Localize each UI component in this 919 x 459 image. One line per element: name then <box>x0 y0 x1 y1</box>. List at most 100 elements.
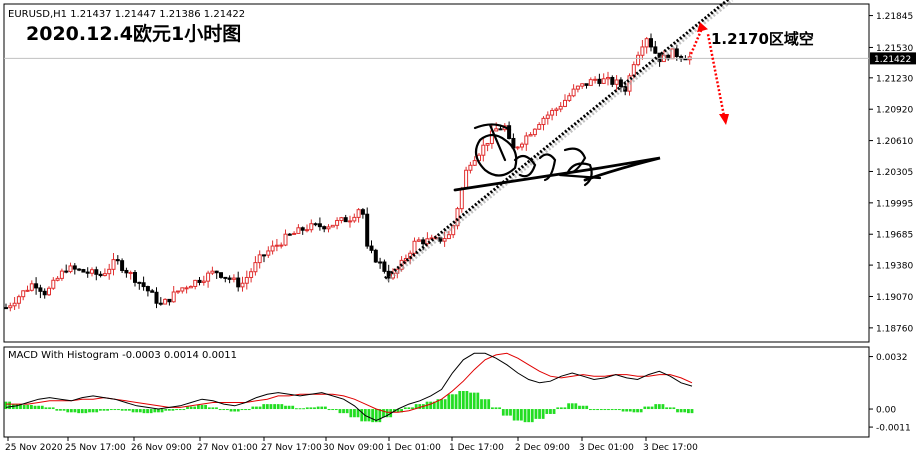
candle-body <box>283 233 288 246</box>
histogram-bar <box>251 406 255 410</box>
candle-body <box>133 272 137 283</box>
histogram-bar <box>33 405 37 410</box>
candle-body <box>356 209 361 218</box>
candle-body <box>201 280 206 283</box>
x-tick-label: 2 Dec 09:00 <box>515 443 570 453</box>
histogram-bar <box>309 407 313 410</box>
candle-body <box>485 142 490 146</box>
candle-body <box>305 229 309 232</box>
histogram-bar <box>491 407 494 410</box>
histogram-bar <box>164 409 168 411</box>
histogram-bar <box>236 409 240 412</box>
candle-body <box>42 290 47 296</box>
candle-body <box>674 48 679 57</box>
symbol-header: EURUSD,H1 1.21437 1.21447 1.21386 1.2142… <box>8 9 245 20</box>
histogram-bar <box>131 409 135 413</box>
candle-body <box>184 287 189 290</box>
histogram-bar <box>476 392 480 410</box>
candle <box>537 122 542 130</box>
candle-body <box>472 160 477 166</box>
candle-body <box>481 144 486 156</box>
candle <box>59 268 64 281</box>
candle <box>343 214 348 223</box>
histogram-bar <box>607 409 610 411</box>
candle-body <box>575 85 580 90</box>
candle <box>206 270 211 288</box>
candle <box>279 242 284 249</box>
histogram-bar <box>153 409 157 413</box>
histogram-bar <box>127 409 131 411</box>
histogram-bar <box>440 399 443 410</box>
candle <box>210 266 215 276</box>
histogram-bar <box>643 406 647 410</box>
histogram-bar <box>567 403 571 410</box>
candle-body <box>296 227 301 234</box>
histogram-bar <box>40 405 44 410</box>
candle <box>558 102 563 113</box>
histogram-bar <box>88 409 91 413</box>
candle-body <box>636 54 641 66</box>
candle-body <box>244 276 249 284</box>
candle <box>373 248 378 263</box>
histogram-bar <box>342 409 345 414</box>
histogram-bar <box>215 407 218 410</box>
candle <box>158 297 163 306</box>
histogram-bar <box>668 407 672 410</box>
histogram-bar <box>454 394 458 410</box>
histogram-bar <box>280 404 284 410</box>
histogram-bar <box>182 409 186 411</box>
price-y-tick-label: 1.20920 <box>876 106 913 116</box>
histogram-bar <box>411 407 414 410</box>
histogram-bar <box>559 407 563 410</box>
histogram-bar <box>73 409 77 413</box>
x-tick-label: 1 Dec 17:00 <box>449 443 504 453</box>
price-y-tick-label: 1.19070 <box>876 293 913 303</box>
candle-body <box>38 287 43 292</box>
histogram-bar <box>378 409 382 423</box>
candle <box>72 263 77 275</box>
candle <box>227 275 232 284</box>
candle <box>382 259 387 274</box>
candle-body <box>124 269 129 274</box>
current-price-label: 1.21422 <box>874 55 911 65</box>
candle-body <box>524 135 529 145</box>
up-arrow-shaft <box>689 27 704 55</box>
candle-body <box>541 117 546 126</box>
candle-body <box>150 290 155 293</box>
histogram-bar <box>313 407 316 410</box>
candle <box>326 224 331 233</box>
candle <box>515 146 520 151</box>
histogram-bar <box>218 409 222 411</box>
candle-body <box>262 254 266 257</box>
candle <box>55 276 60 282</box>
histogram-bar <box>596 409 599 411</box>
candle <box>244 270 249 290</box>
candle-body <box>528 134 533 137</box>
current-price-box <box>870 52 916 65</box>
candle <box>150 288 155 293</box>
candle-body <box>137 281 142 284</box>
candle <box>528 132 533 137</box>
histogram-bar <box>204 404 207 410</box>
histogram-bar <box>414 404 418 410</box>
price-pane[interactable] <box>3 3 870 343</box>
candle <box>541 116 546 131</box>
candle <box>249 268 254 283</box>
histogram-bar <box>512 409 516 421</box>
candle-body <box>219 272 223 278</box>
histogram-bar <box>211 407 215 410</box>
macd-pane[interactable] <box>3 346 870 438</box>
candle <box>77 268 82 272</box>
candle <box>25 285 30 292</box>
histogram-bar <box>59 409 62 411</box>
histogram-bar <box>334 409 338 411</box>
candle-body <box>532 128 537 136</box>
histogram-bar <box>465 391 469 410</box>
price-y-tick-label: 1.21530 <box>876 44 913 54</box>
histogram-bar <box>625 409 629 412</box>
candle <box>459 186 464 213</box>
histogram-bar <box>647 406 650 410</box>
candle-body <box>631 64 636 77</box>
histogram-bar <box>291 405 295 410</box>
candle-body <box>107 268 112 275</box>
